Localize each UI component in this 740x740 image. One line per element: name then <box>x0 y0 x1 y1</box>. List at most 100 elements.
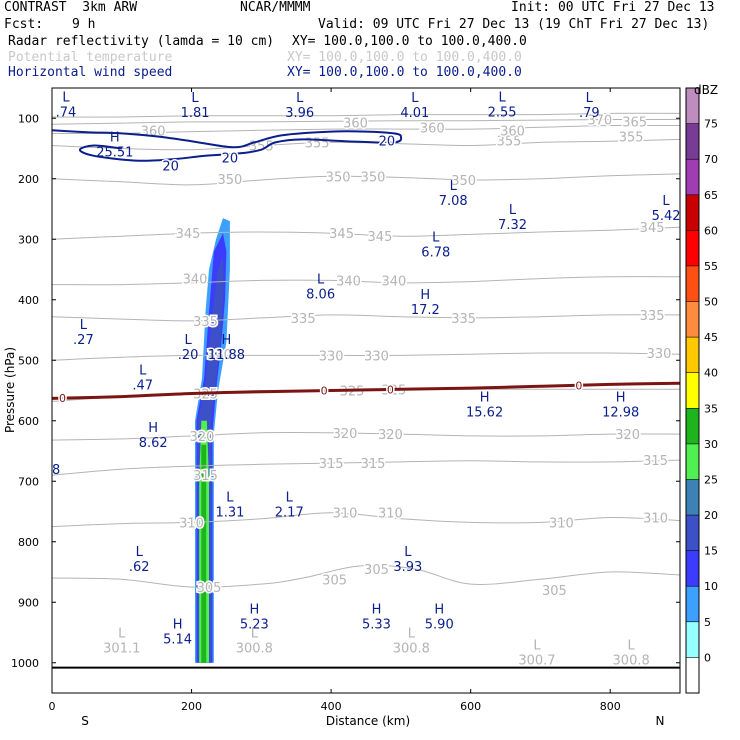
theta-contour-label: 340 <box>183 273 208 288</box>
extremum-value: 15.62 <box>466 406 503 421</box>
zero-line-label: 0 <box>387 383 394 396</box>
wind-contour-label: 20 <box>162 159 179 174</box>
theta-contour-label: 305 <box>322 573 347 588</box>
extremum-value: 8.62 <box>139 436 168 451</box>
theta-contour-310 <box>52 512 680 528</box>
init-time: Init: 00 UTC Fri 27 Dec 13 <box>511 0 715 15</box>
extremum-L: L <box>450 179 458 194</box>
colorbar-swatch <box>686 586 699 622</box>
theta-contour-label: 325 <box>193 388 218 403</box>
theta-contour-label: 315 <box>193 469 218 484</box>
theta-contour-label: 320 <box>190 430 215 445</box>
y-tick-label: 100 <box>18 112 39 125</box>
extremum-L: L <box>62 91 70 106</box>
theta-contour-label: 320 <box>615 428 640 443</box>
extremum-L: L <box>509 203 517 218</box>
colorbar-tick-label: 35 <box>704 402 718 415</box>
colorbar-tick-label: 50 <box>704 296 718 309</box>
x-tick-label: 400 <box>321 700 342 713</box>
colorbar-tick-label: 30 <box>704 438 718 451</box>
extremum-H: H <box>480 391 490 406</box>
extremum-value: 3.96 <box>285 106 314 121</box>
theta-contour-label: 350 <box>451 174 476 189</box>
extremum-H: H <box>222 333 232 348</box>
valid-time: Valid: 09 UTC Fri 27 Dec 13 (19 ChT Fri … <box>318 17 710 32</box>
reflectivity-30dbz <box>201 444 207 663</box>
y-tick-label: 1000 <box>11 657 39 670</box>
theta-contour-label: 305 <box>197 581 222 596</box>
theta-contour-label: 350 <box>218 173 243 188</box>
extremum-value: 5.42 <box>652 209 681 224</box>
extremum-L: L <box>662 194 670 209</box>
extremum-value: 6.78 <box>421 245 450 260</box>
theta-contour-360 <box>52 124 680 135</box>
theta-contour-label: 340 <box>336 274 361 289</box>
plot-frame <box>51 87 681 694</box>
x-axis-label: Distance (km) <box>326 714 410 728</box>
theta-contour-label: 310 <box>549 516 574 531</box>
theta-contour-label: 350 <box>326 170 351 185</box>
colorbar-frame <box>685 87 700 694</box>
extremum-value: 300.8 <box>393 642 430 657</box>
zero-line-label: 0 <box>321 385 328 398</box>
theta-contour-label: 330 <box>364 349 389 364</box>
theta-contour-label: 365 <box>622 115 647 130</box>
extremum-L: L <box>404 545 412 560</box>
wind-contour-label: 20 <box>222 152 239 167</box>
extremum-value: 7.32 <box>498 218 527 233</box>
theta-contour-305 <box>52 564 680 588</box>
extremum-value: 7.08 <box>439 194 468 209</box>
extremum-value: 3.93 <box>393 560 422 575</box>
extremum-value: 5.90 <box>425 617 454 632</box>
extremum-L: L <box>184 333 192 348</box>
y-tick-label: 600 <box>18 415 39 428</box>
theta-contour-label: 360 <box>343 116 368 131</box>
field-theta-xy: XY= 100.0,100.0 to 100.0,400.0 <box>287 50 522 65</box>
field-wind-name: Horizontal wind speed <box>8 65 173 80</box>
colorbar-tick-label: 65 <box>704 189 718 202</box>
theta-contour-label: 345 <box>176 227 201 242</box>
extremum-L: L <box>139 363 147 378</box>
extremum-value: 8.06 <box>306 288 335 303</box>
extremum-L: L <box>411 91 419 106</box>
theta-contour-label: 330 <box>647 347 672 362</box>
extremum-value: 300.7 <box>518 654 555 669</box>
colorbar-label: dBZ <box>694 83 718 97</box>
extremum-H: H <box>173 618 183 633</box>
colorbar-swatch <box>686 372 699 409</box>
extremum-value: 4.01 <box>400 106 429 121</box>
extremum-H: H <box>616 391 626 406</box>
colorbar-swatch <box>686 443 699 480</box>
colorbar-swatch <box>686 337 699 373</box>
extremum-L: L <box>533 639 541 654</box>
theta-contour-label: 315 <box>319 457 344 472</box>
extremum-value: 17.2 <box>411 303 440 318</box>
x-tick-label: 200 <box>181 700 202 713</box>
theta-contour-label: 355 <box>619 130 644 145</box>
theta-contour-label: 370 <box>587 113 612 128</box>
theta-contour-350 <box>52 173 680 186</box>
colorbar-swatch <box>686 88 699 124</box>
theta-contour-label: 310 <box>643 512 668 527</box>
extremum-value: .20 <box>178 348 199 363</box>
extremum-value: 2.55 <box>488 106 517 121</box>
theta-contour-335 <box>52 314 680 322</box>
extremum-value: .62 <box>129 560 150 575</box>
theta-contour-label: 325 <box>340 385 365 400</box>
forecast-label: Fcst: <box>4 17 44 32</box>
extremum-value: 11.88 <box>208 348 245 363</box>
extremum-L: L <box>191 91 199 106</box>
colorbar-swatch <box>686 230 699 266</box>
extremum-H: H <box>434 602 444 617</box>
colorbar-tick-label: 60 <box>704 224 718 237</box>
zero-line-label: 0 <box>575 379 582 392</box>
extremum-value: 5.14 <box>163 633 192 648</box>
colorbar-swatch <box>686 657 699 693</box>
colorbar-tick-label: 0 <box>704 651 711 664</box>
colorbar-tick-label: 20 <box>704 509 718 522</box>
y-tick-label: 800 <box>18 536 39 549</box>
theta-contour-315 <box>52 459 680 476</box>
x-tick-label: 0 <box>49 700 56 713</box>
colorbar-tick-label: 40 <box>704 367 718 380</box>
